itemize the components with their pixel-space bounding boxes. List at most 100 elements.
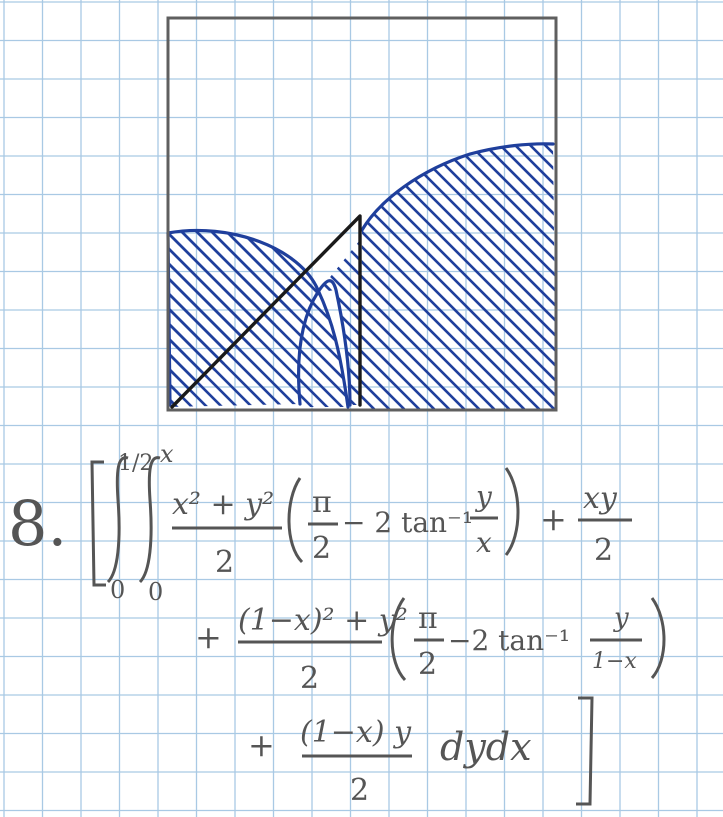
hatch-line [700, 120, 723, 430]
hatch-line [168, 230, 306, 407]
hatch-line [655, 120, 723, 430]
hatch-line [0, 120, 275, 430]
hatch-line [685, 120, 723, 430]
hatch-line [0, 120, 65, 430]
hatch-line [0, 120, 170, 430]
hatch-line [318, 240, 360, 405]
plus-2: + [195, 618, 222, 656]
integral-expression: 8. 1/2 0 x 0 x² + y² 2 π 2 − 2 tan⁻¹ y x… [8, 440, 666, 808]
hatch-line [414, 143, 556, 410]
hatch-line [360, 143, 516, 410]
right-arc [360, 142, 555, 232]
hatch-line [360, 143, 531, 410]
hatch-line [360, 143, 546, 410]
hatch-line [0, 120, 275, 430]
hatch-line [610, 120, 723, 430]
middle-arc [297, 279, 352, 407]
hatch-line [715, 120, 723, 430]
hatch-line [168, 230, 336, 407]
hatch-line [685, 120, 723, 430]
plus-3: + [248, 726, 275, 764]
hatch-line [0, 120, 35, 430]
hatch-line [360, 143, 456, 410]
hatch-line [580, 120, 723, 430]
hatch-line [168, 230, 276, 407]
hatch-line [0, 120, 35, 430]
outer-integral-sign [106, 456, 129, 584]
term1-close-paren [504, 467, 520, 556]
inner-lower-limit: 0 [148, 578, 163, 606]
hatch-line [0, 120, 80, 430]
hatch-line [640, 120, 723, 430]
hatch-line [625, 120, 723, 430]
hatch-line [565, 120, 723, 430]
hatch-line [360, 143, 556, 410]
term3-frac-den: 1−x [592, 649, 637, 674]
hatch-line [0, 120, 290, 430]
term3-pi: π [418, 601, 438, 636]
hatch-line [168, 230, 291, 407]
hatch-line [580, 120, 723, 430]
hatch-line [384, 143, 556, 410]
hatch-line [0, 120, 260, 430]
hatch-line [168, 230, 276, 407]
hatch-line [700, 120, 723, 430]
hatch-line [0, 120, 125, 430]
plus-1: + [540, 500, 567, 538]
hatch-line [0, 120, 65, 430]
hatch-line [0, 120, 110, 430]
hatch-line [640, 120, 723, 430]
hatch-line [685, 120, 723, 430]
hatch-line [360, 143, 426, 410]
hatch-line [625, 120, 723, 430]
hatch-line [369, 143, 556, 410]
hatch-line [0, 120, 155, 430]
hatch-line [0, 120, 110, 430]
hatch-line [0, 120, 110, 430]
term1-numerator: x² + y² [172, 487, 274, 522]
hatch-line [444, 143, 556, 410]
hatch-line [610, 120, 723, 430]
inner-integral-sign [138, 456, 161, 584]
hatch-line [700, 120, 723, 430]
hatch-line [0, 120, 155, 430]
term1-frac-den: x [476, 526, 492, 559]
hatch-line [459, 143, 556, 410]
hatch-line [0, 120, 170, 430]
hatch-line [0, 120, 65, 430]
hatch-line [445, 120, 723, 430]
hatch-line [0, 120, 35, 430]
problem-number: 8. [8, 487, 67, 560]
shaded-region-diagram [0, 16, 723, 430]
hatch-line [565, 120, 723, 430]
hatch-line [655, 120, 723, 430]
hatch-line [168, 230, 336, 407]
hatch-line [430, 120, 723, 430]
hatch-line [360, 143, 441, 410]
outer-lower-limit: 0 [110, 576, 125, 604]
hatch-line [360, 143, 556, 410]
term3-close-paren [650, 597, 666, 679]
hatch-line [360, 143, 556, 410]
hatch-line [0, 120, 155, 430]
term4-denominator: 2 [350, 773, 369, 808]
hatch-line [474, 143, 556, 410]
hatch-line [360, 143, 556, 410]
hatch-line [360, 143, 501, 410]
left-bracket [90, 460, 106, 587]
hatch-line [535, 120, 723, 430]
hatch-line [715, 120, 723, 430]
hatch-line [360, 143, 556, 410]
hatch-line [625, 120, 723, 430]
hatch-line [445, 120, 723, 430]
hatch-line [0, 120, 80, 430]
outer-upper-limit: 1/2 [118, 451, 153, 476]
hatch-line [685, 120, 723, 430]
hatch-line [445, 120, 723, 430]
term1-pi: π [312, 485, 332, 520]
hatch-line [0, 120, 20, 430]
hatch-line [360, 143, 486, 410]
hatch-line [0, 120, 125, 430]
hatch-line [0, 120, 20, 430]
